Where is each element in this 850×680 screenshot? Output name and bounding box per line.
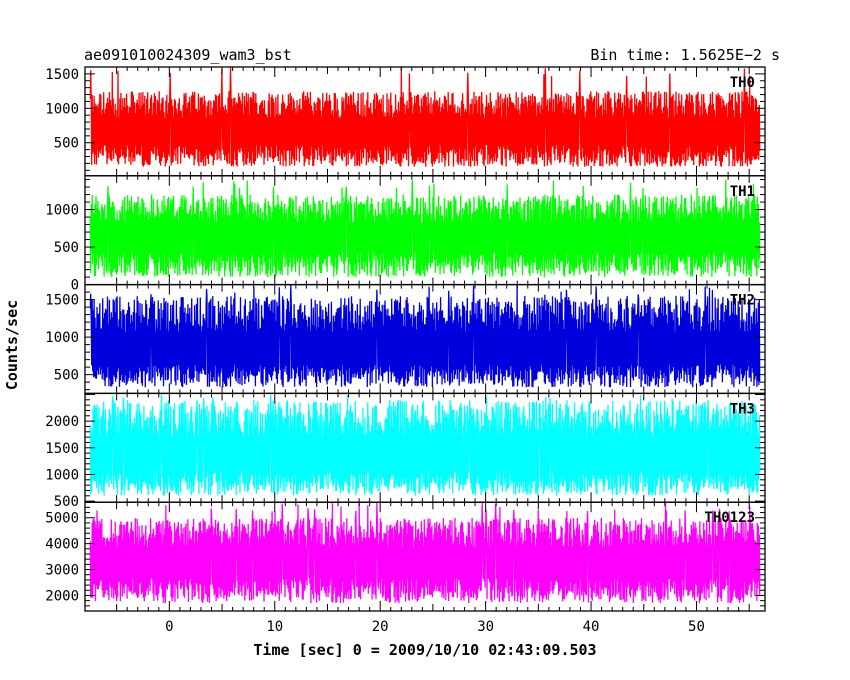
- panel-th0: 500 1000 1500 TH0: [45, 66, 766, 177]
- panel-th0123: 2000 3000 4000 5000 TH0123: [45, 501, 766, 612]
- panel-th2: 500 1000 1500 TH2: [45, 283, 766, 395]
- series-th0: [89, 67, 761, 167]
- panel-label-th1: TH1: [730, 184, 755, 200]
- x-tick-label: 50: [688, 619, 705, 635]
- y-tick-label: 5000: [45, 511, 79, 527]
- y-tick-label: 1500: [45, 67, 79, 83]
- x-tick-label: 20: [372, 619, 389, 635]
- y-tick-label: 1500: [45, 441, 79, 457]
- y-tick-label: 4000: [45, 537, 79, 553]
- y-tick-label: 1500: [45, 293, 79, 309]
- x-tick-label: 40: [583, 619, 600, 635]
- series-th3: [89, 394, 761, 496]
- y-tick-label: 500: [54, 368, 79, 384]
- series-th2: [89, 284, 761, 388]
- y-tick-label: 500: [54, 240, 79, 256]
- panel-th3: 500 1000 1500 2000 TH3: [45, 392, 766, 510]
- chart-title: ae091010024309_wam3_bst: [84, 46, 292, 64]
- panel-label-th0: TH0: [730, 75, 755, 91]
- x-tick-label: 10: [266, 619, 283, 635]
- y-tick-label: 500: [54, 494, 79, 510]
- y-tick-label: 1000: [45, 101, 79, 117]
- y-tick-label: 2000: [45, 588, 79, 604]
- y-tick-label: 1000: [45, 330, 79, 346]
- series-th0123: [89, 502, 761, 604]
- y-tick-label: 1000: [45, 203, 79, 219]
- y-tick-label: 1000: [45, 467, 79, 483]
- x-tick-label: 30: [477, 619, 494, 635]
- panel-label-th0123: TH0123: [704, 510, 755, 526]
- x-tick-label: 0: [165, 619, 173, 635]
- panel-frame: [84, 501, 766, 612]
- y-tick-label: 500: [54, 136, 79, 152]
- series-th1: [89, 179, 761, 278]
- y-tick-label: 0: [71, 278, 79, 294]
- y-axis-label: Counts/sec: [3, 300, 21, 390]
- panel-th1: 0 500 1000 TH1: [45, 175, 766, 294]
- y-tick-label: 3000: [45, 563, 79, 579]
- bin-time-label: Bin time: 1.5625E−2 s: [590, 46, 780, 64]
- x-axis-label: Time [sec] 0 = 2009/10/10 02:43:09.503: [253, 641, 596, 659]
- y-tick-label: 2000: [45, 414, 79, 430]
- panel-label-th3: TH3: [730, 401, 755, 417]
- panel-label-th2: TH2: [730, 293, 755, 309]
